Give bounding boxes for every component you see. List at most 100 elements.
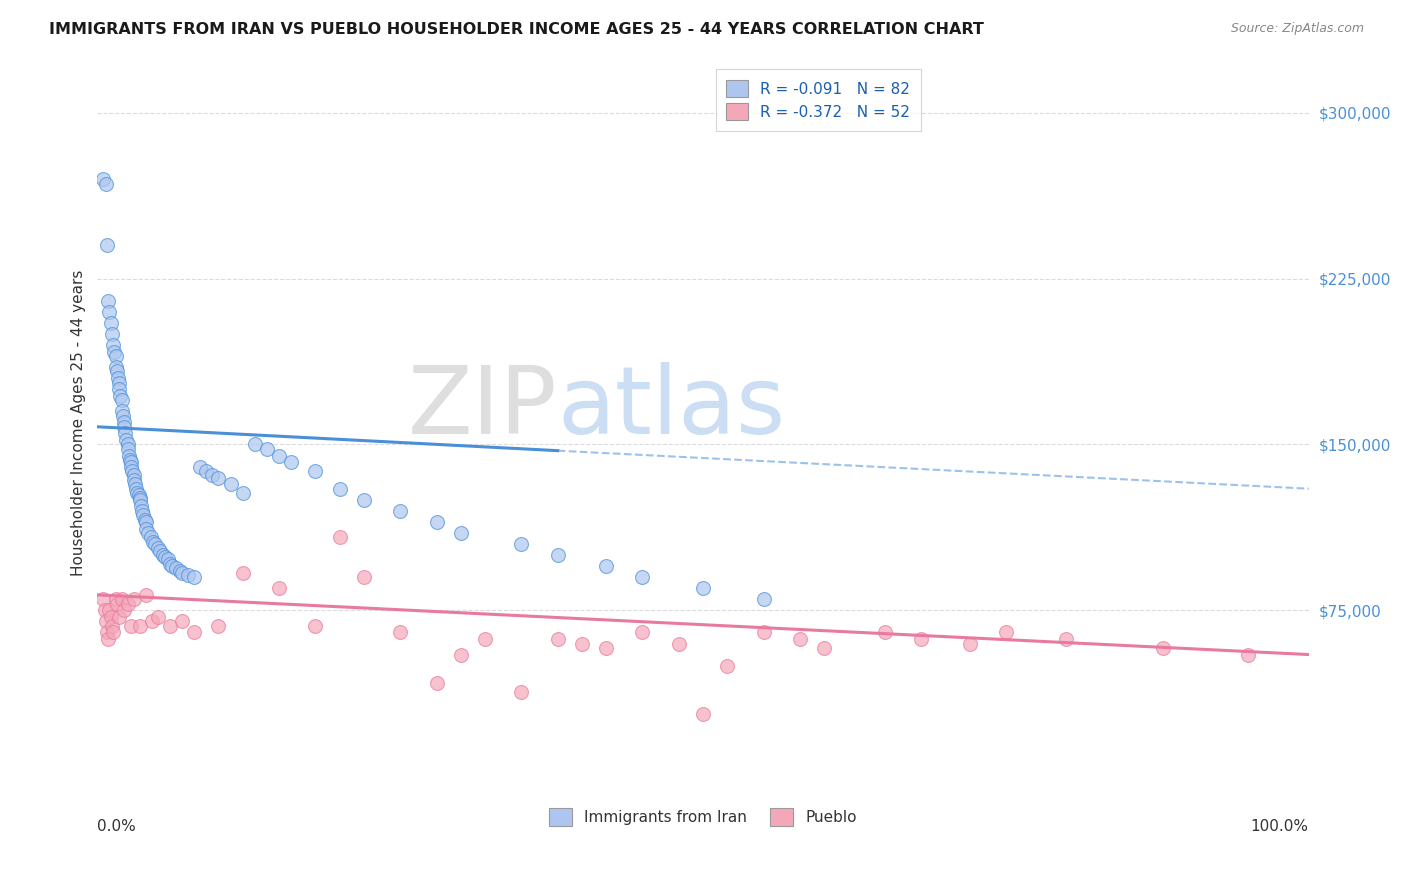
Point (219, 477, 242, 491)
Point (813, 640, 835, 655)
Point (122, 592, 145, 607)
Point (959, 636, 981, 650)
Point (146, 541, 169, 556)
Point (101, 326, 124, 341)
Point (172, 566, 194, 580)
Text: 100.0%: 100.0% (1251, 819, 1309, 834)
Point (101, 619, 124, 633)
Point (110, 404, 132, 418)
Point (141, 615, 163, 629)
Point (134, 513, 156, 527)
Point (595, 640, 617, 655)
Point (135, 515, 157, 529)
Point (120, 619, 142, 633)
Point (112, 419, 135, 434)
Point (389, 625, 412, 640)
Point (256, 442, 278, 456)
Point (128, 491, 150, 505)
Point (94, 615, 117, 629)
Point (156, 552, 179, 566)
Point (474, 632, 496, 646)
Point (668, 636, 690, 650)
Point (425, 676, 447, 690)
Point (353, 492, 375, 507)
Point (195, 464, 218, 478)
Point (450, 648, 472, 662)
Point (425, 515, 447, 529)
Point (1056, 632, 1078, 646)
Point (110, 389, 132, 403)
Point (389, 504, 412, 518)
Point (207, 470, 229, 484)
Point (183, 625, 205, 640)
Point (547, 632, 569, 646)
Point (120, 453, 142, 467)
Point (110, 592, 132, 607)
Point (97, 293, 120, 308)
Point (117, 442, 139, 456)
Point (94, 177, 117, 191)
Point (128, 492, 150, 507)
Point (280, 455, 302, 469)
Point (120, 455, 142, 469)
Point (159, 557, 181, 571)
Text: 0.0%: 0.0% (97, 819, 136, 834)
Point (104, 592, 127, 607)
Point (105, 597, 128, 611)
Point (910, 632, 932, 646)
Point (510, 685, 533, 699)
Point (118, 449, 141, 463)
Point (716, 658, 738, 673)
Point (114, 426, 136, 441)
Point (93, 592, 115, 607)
Point (115, 433, 138, 447)
Point (128, 488, 150, 502)
Point (571, 636, 593, 650)
Point (267, 581, 290, 595)
Point (267, 449, 290, 463)
Text: Source: ZipAtlas.com: Source: ZipAtlas.com (1230, 22, 1364, 36)
Point (111, 409, 134, 423)
Point (789, 632, 811, 646)
Text: atlas: atlas (558, 362, 786, 454)
Point (98, 305, 121, 319)
Point (98, 603, 121, 617)
Point (120, 459, 142, 474)
Point (304, 619, 326, 633)
Point (232, 566, 254, 580)
Point (510, 537, 533, 551)
Point (107, 371, 129, 385)
Point (146, 610, 169, 624)
Point (172, 615, 194, 629)
Point (108, 610, 131, 624)
Point (752, 625, 775, 640)
Point (139, 530, 162, 544)
Point (547, 548, 569, 562)
Point (162, 559, 184, 574)
Point (108, 382, 131, 396)
Y-axis label: Householder Income Ages 25 - 44 years: Householder Income Ages 25 - 44 years (72, 269, 86, 575)
Point (135, 521, 157, 535)
Point (104, 360, 127, 375)
Point (101, 338, 124, 352)
Point (207, 619, 229, 633)
Point (142, 534, 165, 549)
Point (243, 437, 266, 451)
Point (595, 559, 617, 574)
Point (101, 625, 124, 640)
Point (304, 464, 326, 478)
Point (117, 597, 139, 611)
Point (96, 625, 118, 640)
Point (110, 393, 132, 408)
Point (93, 172, 115, 186)
Point (329, 530, 352, 544)
Point (169, 564, 191, 578)
Point (127, 486, 149, 500)
Point (122, 468, 145, 483)
Point (188, 459, 211, 474)
Point (149, 543, 172, 558)
Point (183, 570, 205, 584)
Point (1152, 640, 1174, 655)
Point (159, 619, 181, 633)
Point (631, 625, 654, 640)
